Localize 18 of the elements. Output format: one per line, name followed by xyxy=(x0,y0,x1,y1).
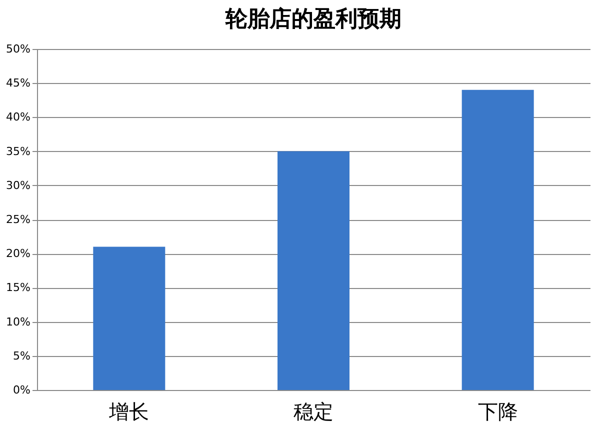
y-tick-label: 30% xyxy=(6,178,30,192)
y-tick-label: 25% xyxy=(6,213,30,226)
x-tick-label: 增长 xyxy=(108,400,150,424)
chart-title: 轮胎店的盈利预期 xyxy=(224,6,402,32)
y-tick-label: 15% xyxy=(6,281,30,294)
y-tick-label: 0% xyxy=(13,384,30,396)
bar xyxy=(278,151,350,390)
y-tick-label: 40% xyxy=(6,110,30,124)
bar xyxy=(93,246,166,390)
x-tick-label: 下降 xyxy=(478,400,518,424)
y-tick-label: 10% xyxy=(6,315,30,328)
bar xyxy=(462,90,534,390)
y-tick-label: 20% xyxy=(6,247,30,260)
y-tick-label: 5% xyxy=(13,349,30,362)
y-tick-label: 50% xyxy=(6,42,30,56)
y-tick-label: 35% xyxy=(6,144,30,158)
x-tick-label: 稳定 xyxy=(294,400,334,424)
y-tick-label: 45% xyxy=(6,76,30,90)
